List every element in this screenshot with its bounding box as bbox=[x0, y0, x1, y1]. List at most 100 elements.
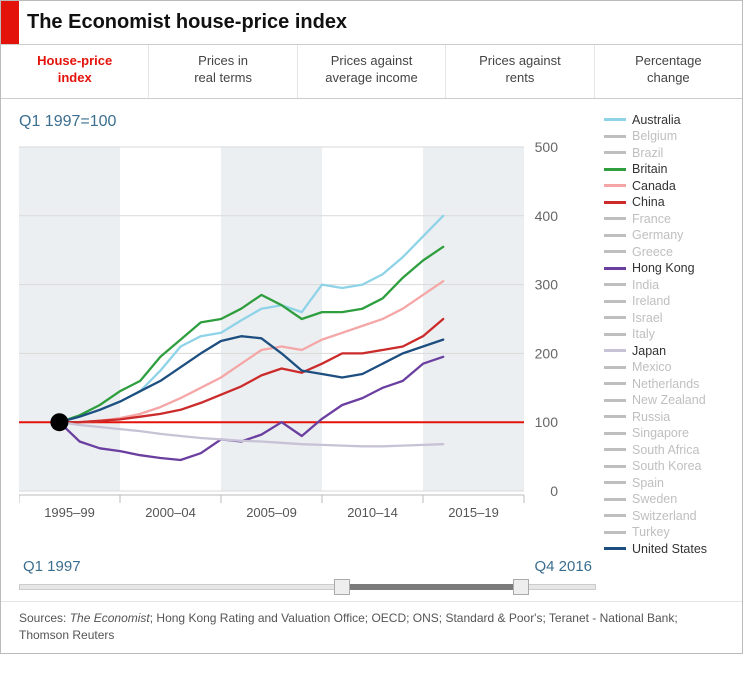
legend-item[interactable]: Hong Kong bbox=[604, 261, 736, 275]
title-accent-bar bbox=[1, 1, 19, 44]
legend-label: United States bbox=[632, 542, 707, 556]
legend-swatch bbox=[604, 300, 626, 303]
legend-item[interactable]: Switzerland bbox=[604, 509, 736, 523]
legend-swatch bbox=[604, 366, 626, 369]
legend-label: Belgium bbox=[632, 129, 677, 143]
legend-swatch bbox=[604, 448, 626, 451]
legend-swatch bbox=[604, 432, 626, 435]
legend-swatch bbox=[604, 316, 626, 319]
legend-swatch bbox=[604, 135, 626, 138]
legend-swatch bbox=[604, 217, 626, 220]
legend-item[interactable]: Netherlands bbox=[604, 377, 736, 391]
tab[interactable]: House-priceindex bbox=[1, 45, 149, 98]
legend-swatch bbox=[604, 382, 626, 385]
legend-item[interactable]: Italy bbox=[604, 327, 736, 341]
legend-item[interactable]: Israel bbox=[604, 311, 736, 325]
legend-swatch bbox=[604, 168, 626, 171]
chart-frame: The Economist house-price index House-pr… bbox=[0, 0, 743, 654]
slider-handle-end[interactable] bbox=[513, 579, 529, 595]
svg-text:300: 300 bbox=[535, 276, 559, 292]
legend-label: Greece bbox=[632, 245, 673, 259]
legend-label: South Africa bbox=[632, 443, 699, 457]
legend-item[interactable]: Greece bbox=[604, 245, 736, 259]
slider-handle-start[interactable] bbox=[334, 579, 350, 595]
tab[interactable]: Prices againstrents bbox=[446, 45, 594, 98]
tab[interactable]: Prices againstaverage income bbox=[298, 45, 446, 98]
legend-item[interactable]: France bbox=[604, 212, 736, 226]
legend-label: China bbox=[632, 195, 665, 209]
legend-label: Brazil bbox=[632, 146, 663, 160]
line-chart: 01002003004005001995–992000–042005–09201… bbox=[19, 139, 579, 539]
legend-item[interactable]: Turkey bbox=[604, 525, 736, 539]
page-title: The Economist house-price index bbox=[19, 1, 357, 44]
legend-item[interactable]: Australia bbox=[604, 113, 736, 127]
legend-swatch bbox=[604, 184, 626, 187]
legend-item[interactable]: Ireland bbox=[604, 294, 736, 308]
legend-label: Singapore bbox=[632, 426, 689, 440]
legend-swatch bbox=[604, 283, 626, 286]
chart-wrap: 01002003004005001995–992000–042005–09201… bbox=[19, 139, 596, 544]
svg-text:100: 100 bbox=[535, 414, 559, 430]
legend-swatch bbox=[604, 250, 626, 253]
legend-swatch bbox=[604, 481, 626, 484]
legend-label: South Korea bbox=[632, 459, 702, 473]
legend-swatch bbox=[604, 514, 626, 517]
legend-item[interactable]: Singapore bbox=[604, 426, 736, 440]
legend-label: Russia bbox=[632, 410, 670, 424]
legend-label: Japan bbox=[632, 344, 666, 358]
legend-label: Switzerland bbox=[632, 509, 697, 523]
legend-item[interactable]: Brazil bbox=[604, 146, 736, 160]
slider-end-label: Q4 2016 bbox=[534, 558, 592, 575]
legend-swatch bbox=[604, 399, 626, 402]
sources-prefix: Sources: bbox=[19, 611, 70, 625]
svg-text:2000–04: 2000–04 bbox=[145, 505, 196, 520]
legend-label: Mexico bbox=[632, 360, 672, 374]
legend-swatch bbox=[604, 415, 626, 418]
legend-item[interactable]: Sweden bbox=[604, 492, 736, 506]
legend-label: Sweden bbox=[632, 492, 677, 506]
svg-text:200: 200 bbox=[535, 345, 559, 361]
legend-item[interactable]: Spain bbox=[604, 476, 736, 490]
legend-swatch bbox=[604, 267, 626, 270]
tabs: House-priceindexPrices inreal termsPrice… bbox=[1, 45, 742, 99]
legend-item[interactable]: United States bbox=[604, 542, 736, 556]
legend-item[interactable]: South Korea bbox=[604, 459, 736, 473]
content-area: Q1 1997=100 01002003004005001995–992000–… bbox=[1, 99, 742, 601]
legend-item[interactable]: Germany bbox=[604, 228, 736, 242]
legend-label: Italy bbox=[632, 327, 655, 341]
svg-text:1995–99: 1995–99 bbox=[44, 505, 95, 520]
legend-item[interactable]: Belgium bbox=[604, 129, 736, 143]
legend-swatch bbox=[604, 118, 626, 121]
legend-label: Hong Kong bbox=[632, 261, 695, 275]
slider-track[interactable] bbox=[19, 579, 596, 595]
svg-text:0: 0 bbox=[550, 483, 558, 499]
legend-item[interactable]: India bbox=[604, 278, 736, 292]
legend-item[interactable]: Canada bbox=[604, 179, 736, 193]
legend-label: France bbox=[632, 212, 671, 226]
legend: Australia Belgium Brazil Britain Canada China… bbox=[596, 113, 736, 601]
legend-item[interactable]: Mexico bbox=[604, 360, 736, 374]
legend-item[interactable]: South Africa bbox=[604, 443, 736, 457]
legend-swatch bbox=[604, 151, 626, 154]
legend-swatch bbox=[604, 234, 626, 237]
sources-line: Sources: The Economist; Hong Kong Rating… bbox=[1, 601, 742, 654]
legend-item[interactable]: China bbox=[604, 195, 736, 209]
legend-swatch bbox=[604, 349, 626, 352]
tab[interactable]: Percentagechange bbox=[595, 45, 742, 98]
legend-item[interactable]: Britain bbox=[604, 162, 736, 176]
legend-label: Netherlands bbox=[632, 377, 699, 391]
legend-label: India bbox=[632, 278, 659, 292]
legend-item[interactable]: New Zealand bbox=[604, 393, 736, 407]
svg-text:400: 400 bbox=[535, 208, 559, 224]
title-row: The Economist house-price index bbox=[1, 1, 742, 45]
legend-item[interactable]: Russia bbox=[604, 410, 736, 424]
legend-item[interactable]: Japan bbox=[604, 344, 736, 358]
svg-text:2015–19: 2015–19 bbox=[448, 505, 499, 520]
legend-swatch bbox=[604, 498, 626, 501]
legend-label: Australia bbox=[632, 113, 681, 127]
legend-label: Israel bbox=[632, 311, 663, 325]
tab[interactable]: Prices inreal terms bbox=[149, 45, 297, 98]
legend-swatch bbox=[604, 531, 626, 534]
legend-label: Germany bbox=[632, 228, 683, 242]
chart-column: Q1 1997=100 01002003004005001995–992000–… bbox=[19, 113, 596, 601]
